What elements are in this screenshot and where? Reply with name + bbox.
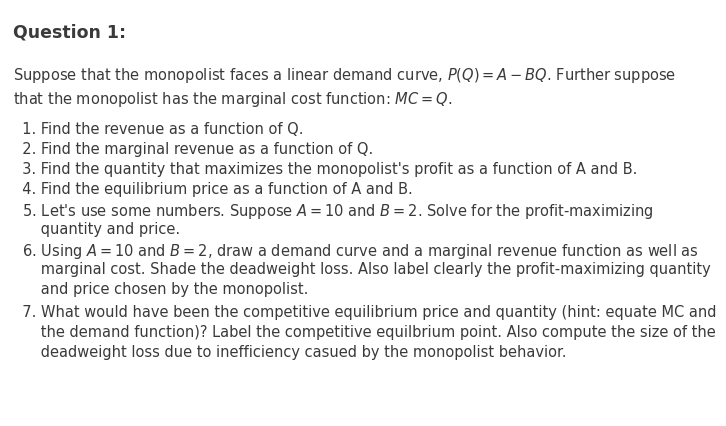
- Text: 3. Find the quantity that maximizes the monopolist's profit as a function of A a: 3. Find the quantity that maximizes the …: [13, 161, 637, 176]
- Text: the demand function)? Label the competitive equilbrium point. Also compute the s: the demand function)? Label the competit…: [13, 325, 716, 340]
- Text: 7. What would have been the competitive equilibrium price and quantity (hint: eq: 7. What would have been the competitive …: [13, 305, 717, 320]
- Text: Suppose that the monopolist faces a linear demand curve, $P(Q) = A - BQ$. Furthe: Suppose that the monopolist faces a line…: [13, 66, 677, 85]
- Text: Question 1:: Question 1:: [13, 23, 126, 41]
- Text: 6. Using $A = 10$ and $B = 2$, draw a demand curve and a marginal revenue functi: 6. Using $A = 10$ and $B = 2$, draw a de…: [13, 242, 699, 260]
- Text: 4. Find the equilibrium price as a function of A and B.: 4. Find the equilibrium price as a funct…: [13, 181, 413, 196]
- Text: 1. Find the revenue as a function of Q.: 1. Find the revenue as a function of Q.: [13, 121, 303, 136]
- Text: that the monopolist has the marginal cost function: $MC = Q$.: that the monopolist has the marginal cos…: [13, 89, 452, 108]
- Text: and price chosen by the monopolist.: and price chosen by the monopolist.: [13, 282, 309, 296]
- Text: deadweight loss due to inefficiency casued by the monopolist behavior.: deadweight loss due to inefficiency casu…: [13, 345, 566, 360]
- Text: 2. Find the marginal revenue as a function of Q.: 2. Find the marginal revenue as a functi…: [13, 141, 373, 156]
- Text: marginal cost. Shade the deadweight loss. Also label clearly the profit-maximizi: marginal cost. Shade the deadweight loss…: [13, 262, 711, 276]
- Text: quantity and price.: quantity and price.: [13, 222, 180, 236]
- Text: 5. Let's use some numbers. Suppose $A = 10$ and $B = 2$. Solve for the profit-ma: 5. Let's use some numbers. Suppose $A = …: [13, 201, 654, 220]
